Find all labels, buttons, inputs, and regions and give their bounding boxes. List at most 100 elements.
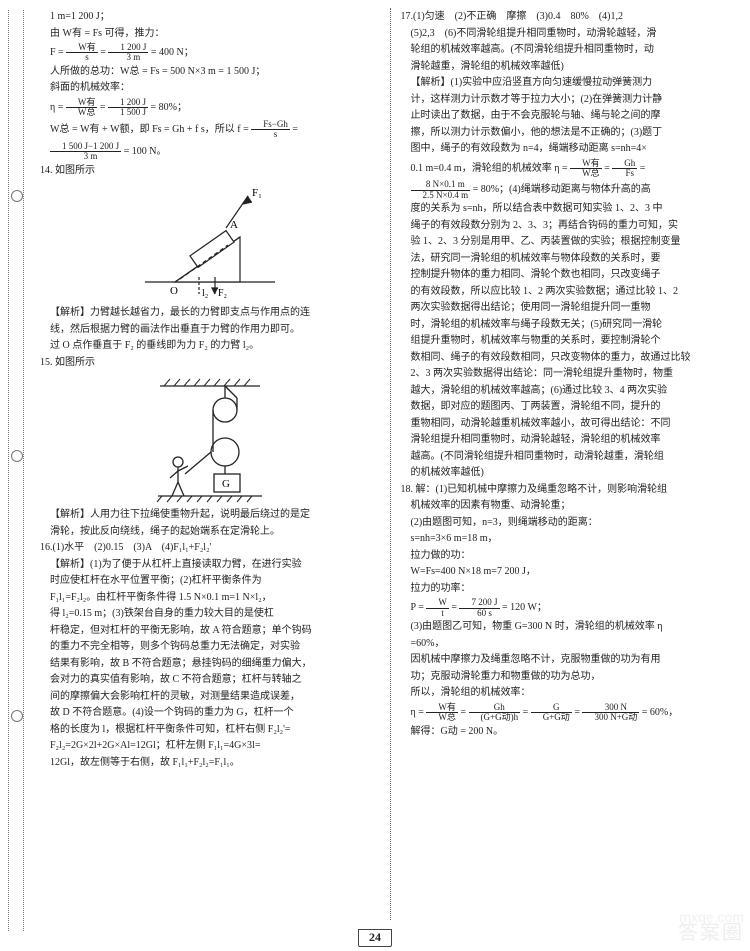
question-17: 滑轮越重，滑轮组的机械效率越低) [401,60,741,75]
analysis-16: F₂l₂=2G×2l+2G×Al=12Gl；杠杆左侧 F₁l₁=4G×3l= [40,739,380,754]
eq-part: = [640,163,646,174]
formula-line: η = W有W总 = Gh(G+G动)h = GG+G动 = 300 N300 … [401,703,741,723]
analysis-17: 擦，所以测力计示数偏小，他的想法是不正确的；(3)题丁 [401,126,741,141]
analysis-14: 线，然后根据力臂的画法作出垂直于力臂的作用力即可。 [40,323,380,338]
eq-part: = 80%；(4)绳端移动距离与物体升高的高 [473,185,651,196]
analysis-17: 【解析】(1)实验中应沿竖直方向匀速缓慢拉动弹簧测力 [401,76,741,91]
formula-line: η = W有W总 = 1 200 J1 500 J = 80%； [40,98,380,118]
q18-line: (3)由题图乙可知，物重 G=300 N 时，滑轮组的机械效率 η [401,620,741,635]
q18-line: 因机械中摩擦力及绳重忽略不计，克服物重做的功为有用 [401,653,741,668]
frac-den: Fs [612,169,637,178]
analysis-16: 的重力不完全相等，则多个钩码总重力无法确定，对实验 [40,640,380,655]
analysis-16: 12Gl，故左侧等于右侧，故 F₁l₁+F₂l₂=F₁l₁。 [40,756,380,771]
eq-part: = [523,707,529,718]
frac-den: s [66,53,98,62]
analysis-17: 止时读出了数据，由于不会克服轮与轴、绳与轮之间的摩 [401,109,741,124]
frac-num: W有 [66,43,98,53]
eq-part: = [574,707,580,718]
q18-line: 功；克服动滑轮重力和物重做的功为总功， [401,670,741,685]
analysis-16: 【解析】(1)为了便于从杠杆上直接读取力臂，在进行实验 [40,558,380,573]
analysis-15: 滑轮，按此反向绕线，绳子的起始端系在定滑轮上。 [40,525,380,540]
eq-part: P = [411,602,424,613]
frac-num: Fs−Gh [251,120,290,130]
analysis-16: 时应使杠杆在水平位置平衡；(2)杠杆平衡条件为 [40,574,380,589]
q18-line: 拉力的功率： [401,582,741,597]
frac-den: 60 s [459,609,499,618]
eq-part: 0.1 m=0.4 m，滑轮组的机械效率 η = [411,163,568,174]
figure-14: F₁ A O l₂ F₂ [130,182,290,302]
page-footer: 24 [0,929,750,947]
label-O: O [170,285,178,297]
analysis-17: 重物相同，动滑轮越重机械效率越小，故可得出结论：不同 [401,417,741,432]
watermark-text: 答案圈 [678,916,744,945]
analysis-16: 杆稳定，但对杠杆的平衡无影响，故 A 符合题意；单个钩码 [40,624,380,639]
frac-den: s [251,130,290,139]
analysis-17: 图中，绳子的有效段数为 n=4，绳端移动距离 s=nh=4× [401,142,741,157]
analysis-14: 【解析】力臂越长越省力，最长的力臂即支点与作用点的连 [40,306,380,321]
analysis-17: 度的关系为 s=nh，所以结合表中数据可知实验 1、2、3 中 [401,202,741,217]
analysis-16: 格的长度为 l，根据杠杆平衡条件可知，杠杆右侧 F₂l₂'= [40,723,380,738]
text-line: 1 m=1 200 J； [40,10,380,25]
analysis-17: 越大，滑轮组的机械效率越高；(6)通过比较 3、4 两次实验 [401,384,741,399]
eq-part: = [451,602,457,613]
analysis-17: 组提升重物时，机械效率与物重的关系时，要控制滑轮个 [401,334,741,349]
frac-den: t [426,609,449,618]
question-17: (5)2,3 (6)不同滑轮组提升相同重物时，动滑轮越轻，滑 [401,27,741,42]
analysis-16: 会对力的真实值有影响，故 C 不符合题意；杠杆与转轴之 [40,673,380,688]
eq-part: = [100,47,106,58]
frac-den: G+G动 [531,713,572,722]
analysis-17: 数据，即对应的题图丙、丁两装置，滑轮组不同，提升的 [401,400,741,415]
label-F1: F₁ [252,187,262,199]
analysis-16: 结果有影响，故 B 不符合题意；悬挂钩码的细绳重力偏大， [40,657,380,672]
q18-line: s=nh=3×6 m=18 m， [401,532,741,547]
analysis-17: 的有效段数，所以应比较 1、2 两次实验数据；通过比较 1、2 [401,285,741,300]
analysis-17: 2、3 两次实验数据得出结论：同一滑轮组提升重物时，物重 [401,367,741,382]
formula-line: F = W有s = 1 200 J3 m = 400 N； [40,43,380,63]
analysis-17: 验 1、2、3 分别是用甲、乙、丙装置做的实验；根据控制变量 [401,235,741,250]
left-column: 1 m=1 200 J； 由 W有 = Fs 可得，推力： F = W有s = … [40,8,388,920]
analysis-16: 得 l₂=0.15 m；(3)铁架台自身的重力较大目的是使杠 [40,607,380,622]
formula-line: 0.1 m=0.4 m，滑轮组的机械效率 η = W有W总 = GhFs = [401,159,741,179]
analysis-15: 【解析】人用力往下拉绳使重物升起，说明最后绕过的是定 [40,508,380,523]
binding-gutter [8,10,24,931]
analysis-16: 间的摩擦偏大会影响杠杆的灵敏，对测量结果造成误差， [40,690,380,705]
formula-line: P = Wt = 7 200 J60 s = 120 W； [401,598,741,618]
eq-part: = 80%； [151,102,187,113]
frac-den: 2.5 N×0.4 m [411,191,471,200]
analysis-17: 控制提升物体的重力相同、滑轮个数也相同，只改变绳子 [401,268,741,283]
eq-part: = 60%， [642,707,678,718]
eq-part: η = [50,102,63,113]
question-16: 16.(1)水平 (2)0.15 (3)A (4)F₁l₁+F₂l₂' [40,541,380,556]
analysis-16: F₁l₁=F₂l₂。由杠杆平衡条件得 1.5 N×0.1 m=1 N×l₂， [40,591,380,606]
frac-den: 3 m [108,53,148,62]
page-number: 24 [358,929,392,947]
q18-line: 机械效率的因素有物重、动滑轮重； [401,499,741,514]
analysis-17: 绳子的有效段数分别为 2、3、3；再结合钩码的重力可知，实 [401,219,741,234]
question-14: 14. 如图所示 [40,164,380,179]
frac-den: 1 500 J [108,108,148,117]
q18-line: (2)由题图可知，n=3，则绳端移动的距离： [401,516,741,531]
eq-part: F = [50,47,64,58]
eq-part: = 120 W； [502,602,547,613]
analysis-17: 时，滑轮组的机械效率与绳子段数无关；(5)研究同一滑轮 [401,318,741,333]
label-F2: F₂ [218,288,227,299]
eq-part: = [460,707,466,718]
analysis-17: 两次实验数据得出结论；使用同一滑轮组提升同一重物 [401,301,741,316]
question-18: 18. 解：(1)已知机械中摩擦力及绳重忽略不计，则影响滑轮组 [401,483,741,498]
analysis-14: 过 O 点作垂直于 F₂ 的垂线即为力 F₂ 的力臂 l₂。 [40,339,380,354]
formula-line: 8 N×0.1 m2.5 N×0.4 m = 80%；(4)绳端移动距离与物体升… [401,180,741,200]
eq-part: = [100,102,106,113]
frac-den: W总 [426,713,458,722]
formula-line: 1 500 J−1 200 J3 m = 100 N。 [40,142,380,162]
analysis-17: 的机械效率越低) [401,466,741,481]
analysis-17: 越高。(不同滑轮组提升相同重物时，动滑轮越重，滑轮组 [401,450,741,465]
eq-part: = [292,124,298,135]
label-G: G [222,478,230,490]
text-line: 人所做的总功：W总 = Fs = 500 N×3 m = 1 500 J； [40,65,380,80]
right-column: 17.(1)匀速 (2)不正确 摩擦 (3)0.4 80% (4)1,2 (5)… [393,8,741,920]
frac-den: W总 [570,169,602,178]
q18-line: 拉力做的功： [401,549,741,564]
q18-line: W=Fs=400 N×18 m=7 200 J， [401,565,741,580]
frac-num: W [426,598,449,608]
eq-part: = 100 N。 [124,146,167,157]
